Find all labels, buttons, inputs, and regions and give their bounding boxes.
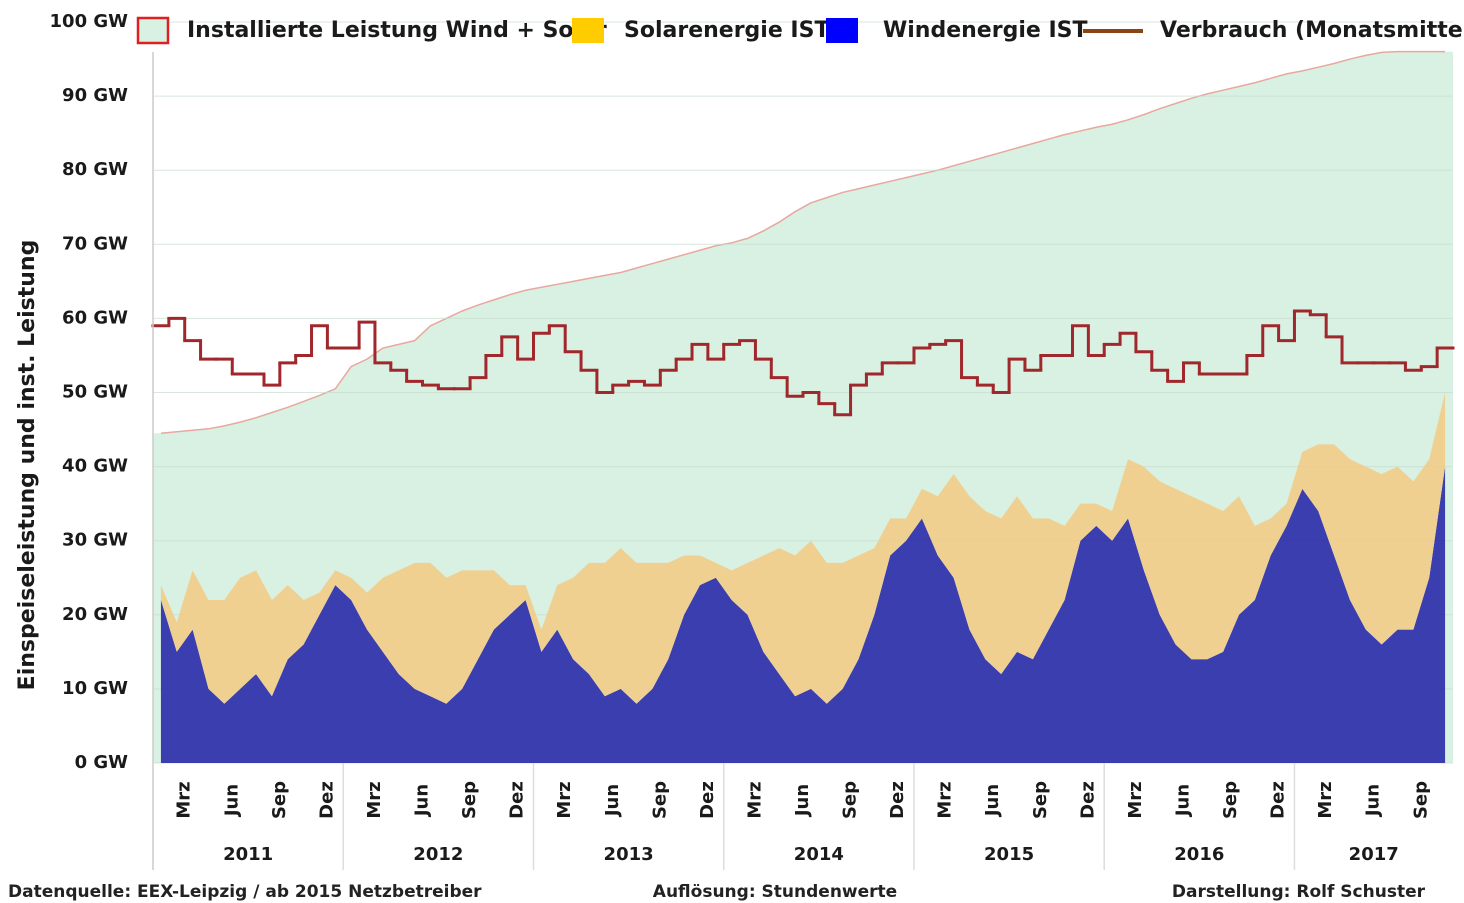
x-tick-label: Sep <box>459 781 480 819</box>
y-tick-label: 90 GW <box>62 85 128 106</box>
x-tick-label: Mrz <box>744 781 765 818</box>
year-label: 2014 <box>794 844 844 865</box>
legend-swatch <box>826 18 858 43</box>
x-tick-label: Mrz <box>364 781 385 818</box>
legend-label: Solarenergie IST <box>624 18 829 43</box>
y-tick-label: 50 GW <box>62 382 128 403</box>
footer-source: Datenquelle: EEX-Leipzig / ab 2015 Netzb… <box>8 882 482 902</box>
x-tick-label: Dez <box>697 781 718 819</box>
stack-area <box>160 392 1446 704</box>
legend-label: Windenergie IST <box>883 18 1087 43</box>
year-label: 2012 <box>413 844 463 865</box>
plot-area <box>151 21 1455 764</box>
x-tick-label: Mrz <box>1315 781 1336 818</box>
x-tick-label: Sep <box>1410 781 1431 819</box>
x-tick-label: Dez <box>316 781 337 819</box>
x-tick-label: Jun <box>982 784 1003 818</box>
legend-label: Verbrauch (Monatsmittel) <box>1160 18 1464 43</box>
y-tick-label: 40 GW <box>62 456 128 477</box>
y-tick-label: 10 GW <box>62 678 128 699</box>
y-tick-label: 0 GW <box>75 752 129 773</box>
x-tick-label: Jun <box>792 784 813 818</box>
footer-resolution: Auflösung: Stundenwerte <box>653 882 897 902</box>
x-tick-label: Dez <box>1268 781 1289 819</box>
year-label: 2015 <box>984 844 1034 865</box>
x-tick-label: Jun <box>602 784 623 818</box>
y-tick-label: 80 GW <box>62 159 128 180</box>
x-tick-label: Dez <box>1077 781 1098 819</box>
x-tick-label: Jun <box>1172 784 1193 818</box>
year-label: 2013 <box>604 844 654 865</box>
x-tick-label: Mrz <box>174 781 195 818</box>
y-axis-label: Einspeiseleistung und inst. Leistung <box>15 240 40 691</box>
year-label: 2011 <box>223 844 273 865</box>
legend-label: Installierte Leistung Wind + Solar <box>187 18 607 43</box>
footer-author: Darstellung: Rolf Schuster <box>1172 882 1426 902</box>
year-label: 2017 <box>1349 844 1399 865</box>
x-tick-label: Dez <box>507 781 528 819</box>
y-tick-label: 70 GW <box>62 233 128 254</box>
stack-area <box>160 466 1446 763</box>
x-tick-label: Jun <box>221 784 242 818</box>
year-label: 2016 <box>1174 844 1224 865</box>
x-tick-label: Mrz <box>554 781 575 818</box>
y-tick-label: 60 GW <box>62 307 128 328</box>
x-tick-label: Sep <box>649 781 670 819</box>
x-tick-label: Mrz <box>1125 781 1146 818</box>
x-tick-label: Mrz <box>935 781 956 818</box>
y-tick-label: 20 GW <box>62 604 128 625</box>
x-tick-label: Jun <box>1363 784 1384 818</box>
x-tick-label: Dez <box>887 781 908 819</box>
legend-swatch <box>572 18 604 43</box>
x-tick-label: Sep <box>269 781 290 819</box>
x-tick-label: Sep <box>1030 781 1051 819</box>
y-tick-label: 100 GW <box>50 11 129 32</box>
x-tick-label: Sep <box>840 781 861 819</box>
legend-swatch <box>136 16 170 45</box>
y-tick-label: 30 GW <box>62 530 128 551</box>
x-tick-label: Sep <box>1220 781 1241 819</box>
x-tick-label: Jun <box>412 784 433 818</box>
